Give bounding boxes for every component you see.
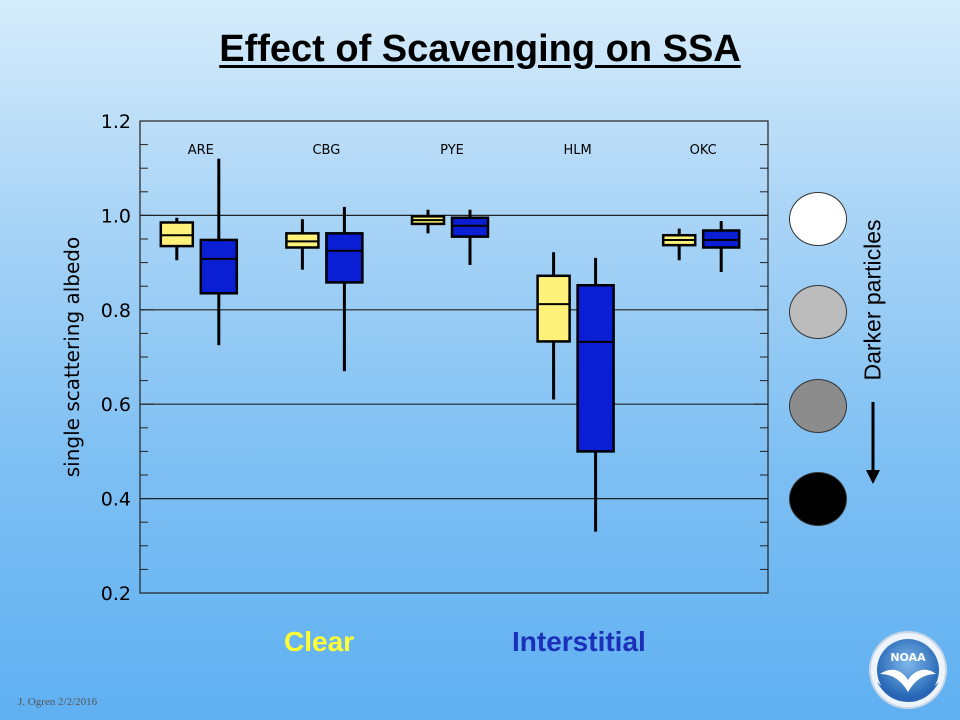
swatch-black bbox=[789, 472, 847, 526]
slide-title: Effect of Scavenging on SSA bbox=[219, 28, 741, 70]
footer-credit: J. Ogren 2/2/2016 bbox=[18, 696, 98, 708]
swatch-dark-gray bbox=[789, 379, 847, 433]
box-interstitial-cbg bbox=[325, 232, 364, 284]
category-label-hlm: HLM bbox=[563, 143, 591, 158]
category-label-pye: PYE bbox=[440, 143, 464, 158]
y-tick-label-3: 0.8 bbox=[101, 300, 131, 322]
legend-interstitial: Interstitial bbox=[512, 626, 646, 657]
box-layer bbox=[159, 158, 741, 532]
legend-clear: Clear bbox=[284, 626, 355, 657]
box-interstitial-pye bbox=[450, 216, 490, 238]
plot-area bbox=[139, 120, 769, 594]
y-tick-label-1: 0.4 bbox=[101, 489, 131, 511]
swatch-white bbox=[789, 192, 847, 246]
y-tick-label-4: 1.0 bbox=[101, 205, 131, 227]
swatch-light-gray bbox=[789, 285, 847, 339]
box-clear-hlm bbox=[536, 274, 571, 343]
noaa-logo-icon: NOAA bbox=[869, 631, 947, 709]
category-label-okc: OKC bbox=[690, 143, 717, 158]
box-interstitial-are bbox=[199, 238, 239, 295]
tick-layer bbox=[140, 120, 768, 594]
box-interstitial-hlm bbox=[576, 284, 615, 453]
noaa-logo-text: NOAA bbox=[890, 651, 926, 664]
y-tick-label-5: 1.2 bbox=[101, 111, 131, 133]
label-layer: 0.2 0.4 0.6 0.8 1.0 1.2 ARE CBG PYE HLM OKC bbox=[101, 111, 717, 605]
darker-particles-text: Darker particles bbox=[859, 219, 886, 381]
grid-layer bbox=[140, 214, 768, 500]
category-label-cbg: CBG bbox=[312, 143, 340, 158]
y-tick-label-2: 0.6 bbox=[101, 394, 131, 416]
category-label-are: ARE bbox=[188, 143, 214, 158]
y-axis-label: single scattering albedo bbox=[60, 237, 84, 477]
y-tick-label-0: 0.2 bbox=[101, 583, 131, 605]
down-arrow-icon bbox=[866, 402, 880, 484]
